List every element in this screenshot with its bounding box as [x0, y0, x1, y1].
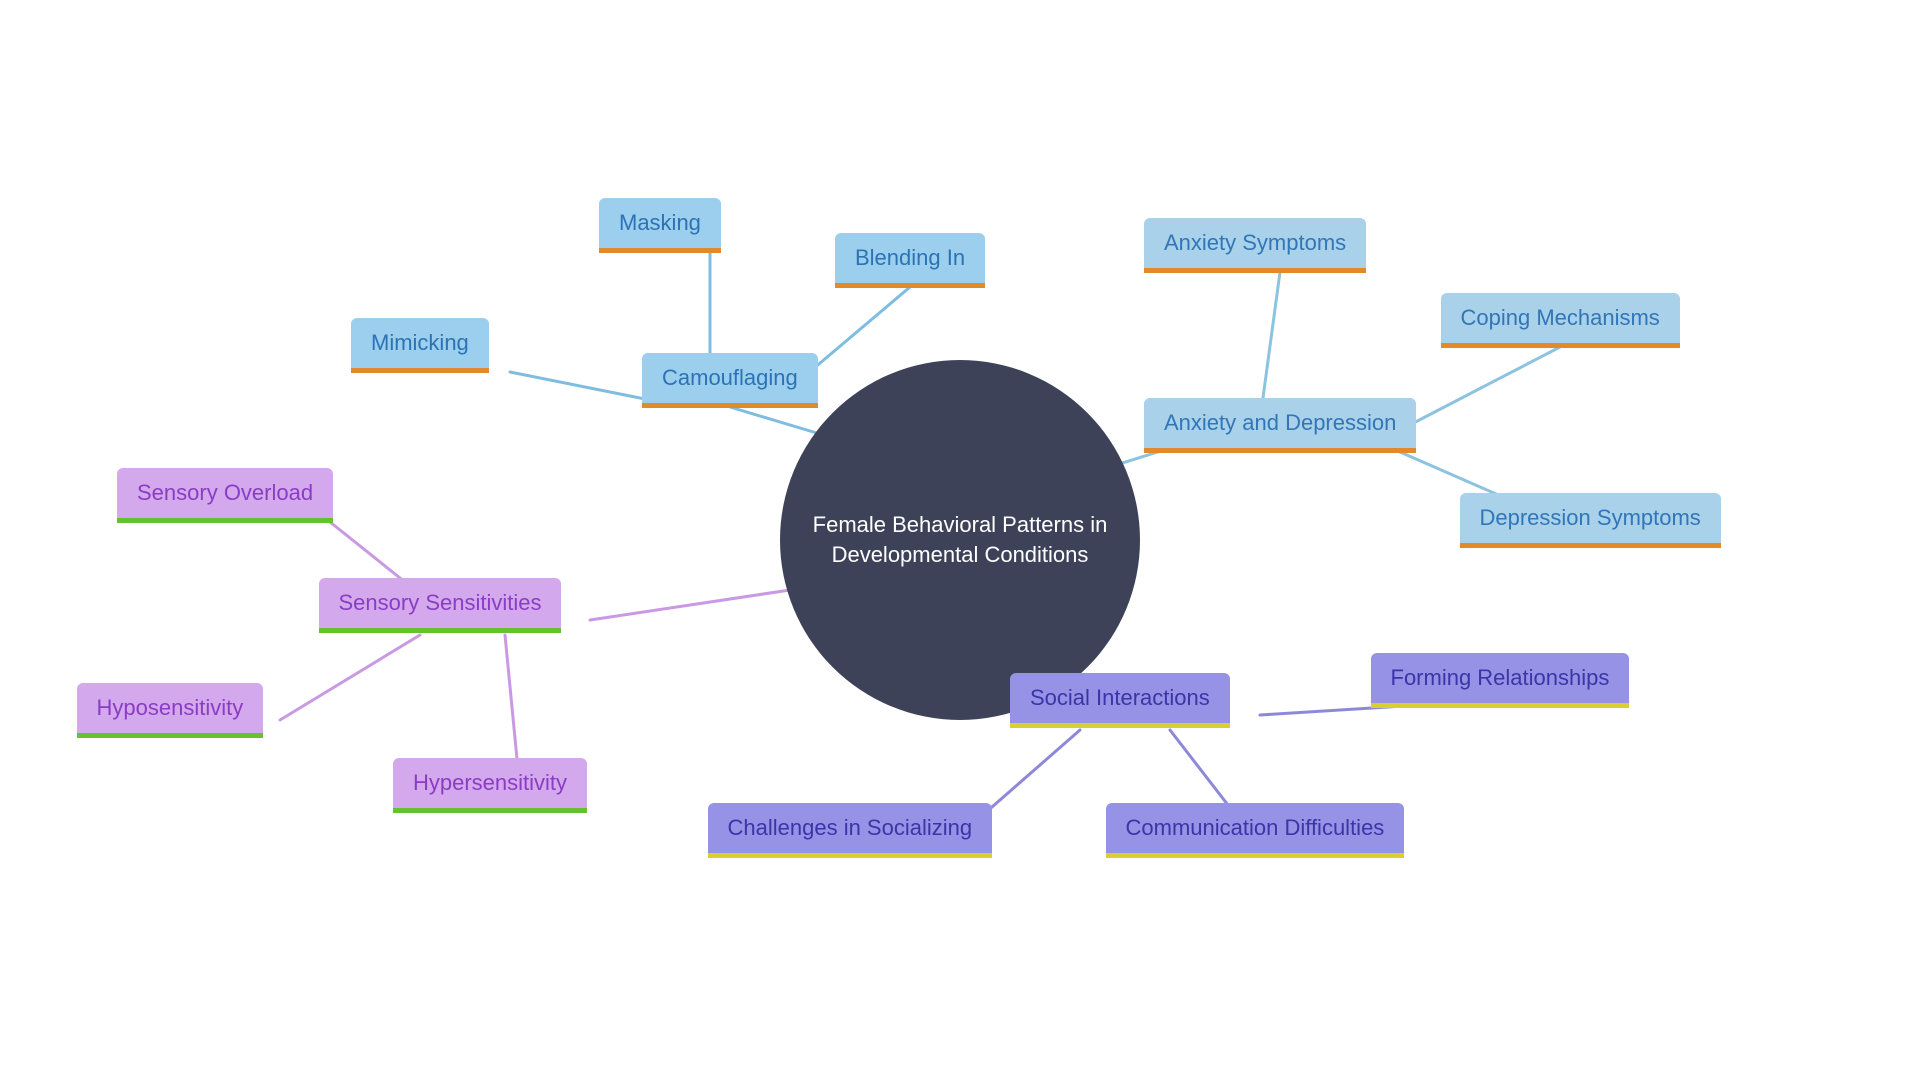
leaf-anxiety-1: Coping Mechanisms [1441, 293, 1680, 348]
leaf-social-2: Challenges in Socializing [708, 803, 993, 858]
leaf-camouflaging-0: Mimicking [351, 318, 489, 373]
branch-social: Social Interactions [1010, 673, 1230, 728]
leaf-anxiety-2: Depression Symptoms [1460, 493, 1721, 548]
center-node: Female Behavioral Patterns in Developmen… [780, 360, 1140, 720]
leaf-camouflaging-1: Masking [599, 198, 721, 253]
leaf-sensory-0: Sensory Overload [117, 468, 333, 523]
mindmap-canvas: Female Behavioral Patterns in Developmen… [0, 0, 1920, 1080]
leaf-social-0: Forming Relationships [1371, 653, 1630, 708]
center-label: Female Behavioral Patterns in Developmen… [810, 510, 1110, 569]
leaf-anxiety-0: Anxiety Symptoms [1144, 218, 1366, 273]
branch-camouflaging: Camouflaging [642, 353, 818, 408]
branch-anxiety: Anxiety and Depression [1144, 398, 1416, 453]
leaf-sensory-1: Hyposensitivity [77, 683, 264, 738]
leaf-sensory-2: Hypersensitivity [393, 758, 587, 813]
leaf-social-1: Communication Difficulties [1106, 803, 1405, 858]
leaf-camouflaging-2: Blending In [835, 233, 985, 288]
branch-sensory: Sensory Sensitivities [319, 578, 562, 633]
